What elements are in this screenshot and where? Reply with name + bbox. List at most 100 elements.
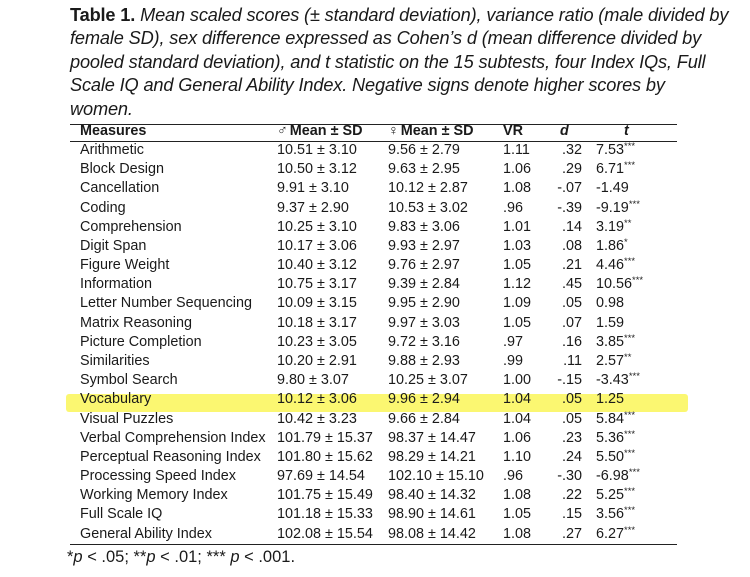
t-value: 1.25 <box>596 391 625 408</box>
cohens-d-cell: .24 <box>561 448 582 465</box>
cohens-d-cell: .45 <box>561 276 582 293</box>
caption-text: Mean scaled scores (± standard deviation… <box>70 5 729 119</box>
table-row: Perceptual Reasoning Index 101.80 ± 15.62… <box>0 448 750 467</box>
header-vr: VR <box>503 123 523 139</box>
male-mean-sd-cell: 10.12 ± 3.06 <box>277 391 357 408</box>
table-row: Picture Completion 10.23 ± 3.05 9.72 ± 3.1… <box>0 333 750 352</box>
female-mean-sd-cell: 9.93 ± 2.97 <box>388 237 460 254</box>
significance-marker: ** <box>624 352 632 363</box>
table-row: Visual Puzzles 10.42 ± 3.23 9.66 ± 2.84 1.0… <box>0 410 750 429</box>
variance-ratio-cell: 1.11 <box>503 142 530 158</box>
header-male-label: Mean ± SD <box>289 123 363 139</box>
t-statistic-cell: 3.19** <box>596 218 631 237</box>
table-row: Working Memory Index 101.75 ± 15.49 98.40 … <box>0 486 750 505</box>
female-mean-sd-cell: 9.56 ± 2.79 <box>388 142 460 158</box>
measure-cell: General Ability Index <box>80 525 212 542</box>
measure-cell: Working Memory Index <box>80 487 228 504</box>
significance-marker: *** <box>624 447 636 459</box>
table-row: Letter Number Sequencing 10.09 ± 3.15 9.95… <box>0 294 750 313</box>
measure-cell: Figure Weight <box>80 257 170 274</box>
male-mean-sd-cell: 10.51 ± 3.10 <box>277 142 357 158</box>
cohens-d-cell: .15 <box>561 506 582 523</box>
male-mean-sd-cell: 10.23 ± 3.05 <box>277 333 357 350</box>
t-statistic-cell: 6.27*** <box>596 525 635 544</box>
cohens-d-cell: .05 <box>561 391 582 408</box>
female-mean-sd-cell: 98.29 ± 14.21 <box>388 448 476 465</box>
table-row: Symbol Search 9.80 ± 3.07 10.25 ± 3.07 1.00… <box>0 371 750 390</box>
variance-ratio-cell: 1.05 <box>503 257 532 274</box>
variance-ratio-cell: .96 <box>503 468 524 485</box>
measure-cell: Full Scale IQ <box>80 506 163 523</box>
variance-ratio-cell: 1.08 <box>503 180 532 197</box>
table-row: Verbal Comprehension Index 101.79 ± 15.37… <box>0 429 750 448</box>
t-statistic-cell: 10.56*** <box>596 275 643 294</box>
header-female-label: Mean ± SD <box>400 123 474 139</box>
cohens-d-cell: .05 <box>561 295 582 312</box>
table-row: Figure Weight 10.40 ± 3.12 9.76 ± 2.97 1.05… <box>0 256 750 275</box>
cohens-d-cell: -.07 <box>557 180 582 197</box>
measure-cell: Processing Speed Index <box>80 468 236 485</box>
variance-ratio-cell: 1.08 <box>503 487 532 504</box>
male-mean-sd-cell: 9.37 ± 2.90 <box>277 199 349 216</box>
table-row: Processing Speed Index 97.69 ± 14.54 102.1… <box>0 467 750 486</box>
table-label: Table 1. <box>70 5 136 25</box>
measure-cell: Similarities <box>80 353 150 369</box>
bottom-rule <box>70 544 677 546</box>
variance-ratio-cell: 1.08 <box>503 525 532 542</box>
cohens-d-cell: .23 <box>561 429 582 446</box>
header-d: d <box>560 123 569 139</box>
cohens-d-cell: .08 <box>561 237 582 254</box>
t-statistic-cell: -1.49 <box>596 179 629 198</box>
t-statistic-cell: 0.98 <box>596 294 624 313</box>
female-mean-sd-cell: 9.76 ± 2.97 <box>388 257 460 274</box>
female-mean-sd-cell: 9.95 ± 2.90 <box>388 295 460 312</box>
table-row: Coding 9.37 ± 2.90 10.53 ± 3.02 .96 -.39 -9.1… <box>0 199 750 218</box>
measure-cell: Letter Number Sequencing <box>80 295 252 312</box>
cohens-d-cell: .07 <box>561 314 582 331</box>
table-row: Similarities 10.20 ± 2.91 9.88 ± 2.93 .99 .1… <box>0 352 750 371</box>
female-mean-sd-cell: 10.53 ± 3.02 <box>388 199 468 216</box>
female-mean-sd-cell: 10.12 ± 2.87 <box>388 180 468 197</box>
vocabulary-highlight <box>66 394 688 412</box>
t-value: -3.43 <box>596 372 629 389</box>
table-row: Block Design 10.50 ± 3.12 9.63 ± 2.95 1.06.… <box>0 160 750 179</box>
header-rule <box>70 141 677 142</box>
female-mean-sd-cell: 9.39 ± 2.84 <box>388 276 460 293</box>
t-statistic-cell: 2.57** <box>596 352 631 371</box>
significance-marker: *** <box>624 486 636 498</box>
male-mean-sd-cell: 10.09 ± 3.15 <box>277 295 357 312</box>
female-mean-sd-cell: 102.10 ± 15.10 <box>388 468 484 485</box>
t-value: 1.59 <box>596 314 625 331</box>
male-mean-sd-cell: 10.40 ± 3.12 <box>277 257 357 274</box>
significance-marker: *** <box>624 141 636 152</box>
cohens-d-cell: .29 <box>561 161 582 178</box>
cohens-d-cell: .21 <box>561 257 582 274</box>
variance-ratio-cell: .97 <box>503 333 524 350</box>
table-row: Vocabulary 10.12 ± 3.06 9.96 ± 2.94 1.04 .05… <box>0 390 750 409</box>
t-value: 7.53 <box>596 142 625 158</box>
measure-cell: Comprehension <box>80 218 182 235</box>
table-row: Digit Span 10.17 ± 3.06 9.93 ± 2.97 1.03 .08… <box>0 237 750 256</box>
t-statistic-cell: -6.98*** <box>596 467 640 486</box>
t-value: 5.36 <box>596 429 625 446</box>
significance-marker: *** <box>624 332 636 344</box>
t-statistic-cell: -3.43*** <box>596 371 640 390</box>
table-row: General Ability Index 102.08 ± 15.54 98.08… <box>0 525 750 544</box>
male-mean-sd-cell: 10.42 ± 3.23 <box>277 410 357 427</box>
measure-cell: Cancellation <box>80 180 160 197</box>
t-statistic-cell: 7.53*** <box>596 141 635 160</box>
female-symbol-icon: ♀ <box>388 123 399 139</box>
variance-ratio-cell: 1.10 <box>503 448 532 465</box>
header-t: t <box>624 123 629 139</box>
t-value: 4.46 <box>596 257 625 274</box>
measure-cell: Digit Span <box>80 237 147 254</box>
male-mean-sd-cell: 101.75 ± 15.49 <box>277 487 373 504</box>
significance-marker: *** <box>624 160 636 172</box>
cohens-d-cell: .32 <box>561 142 582 158</box>
variance-ratio-cell: 1.06 <box>503 429 532 446</box>
table-header: Measures ♂ Mean ± SD ♀ Mean ± SD VR d t <box>0 122 750 141</box>
t-statistic-cell: 3.85*** <box>596 333 635 352</box>
significance-marker: *** <box>628 371 640 383</box>
t-statistic-cell: 5.50*** <box>596 448 635 467</box>
male-mean-sd-cell: 10.18 ± 3.17 <box>277 314 357 331</box>
